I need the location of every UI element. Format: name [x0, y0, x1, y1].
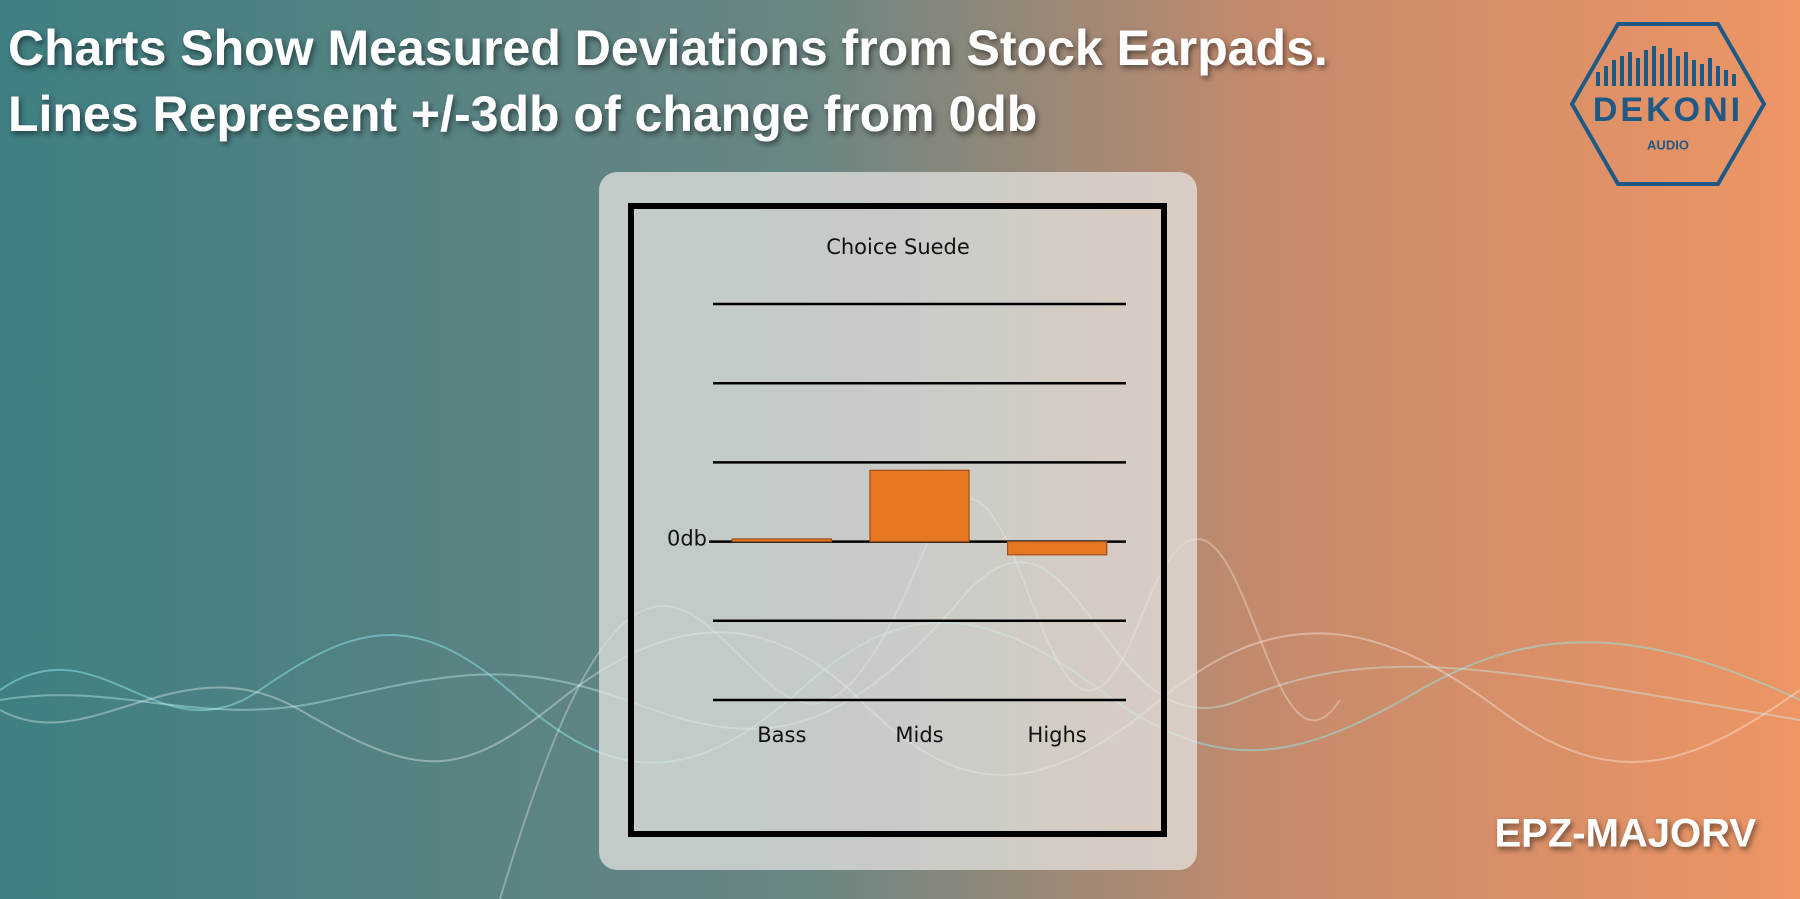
logo-name: DEKONI: [1593, 91, 1743, 129]
y-tick-label: 0db: [667, 527, 707, 551]
model-label: EPZ-MAJORV: [1494, 812, 1756, 856]
x-tick-label: Mids: [895, 723, 943, 747]
bar: [1007, 540, 1108, 556]
logo: DEKONI AUDIO: [1569, 22, 1767, 186]
headline: Charts Show Measured Deviations from Sto…: [8, 20, 1328, 76]
chart-frame: [628, 203, 1167, 837]
bar: [731, 538, 832, 543]
logo-sub: AUDIO: [1647, 137, 1689, 152]
headline: Lines Represent +/-3db of change from 0d…: [8, 86, 1037, 142]
x-tick-label: Highs: [1028, 723, 1087, 747]
chart-title: Choice Suede: [826, 235, 970, 259]
x-tick-label: Bass: [757, 723, 806, 747]
bar: [869, 469, 970, 543]
